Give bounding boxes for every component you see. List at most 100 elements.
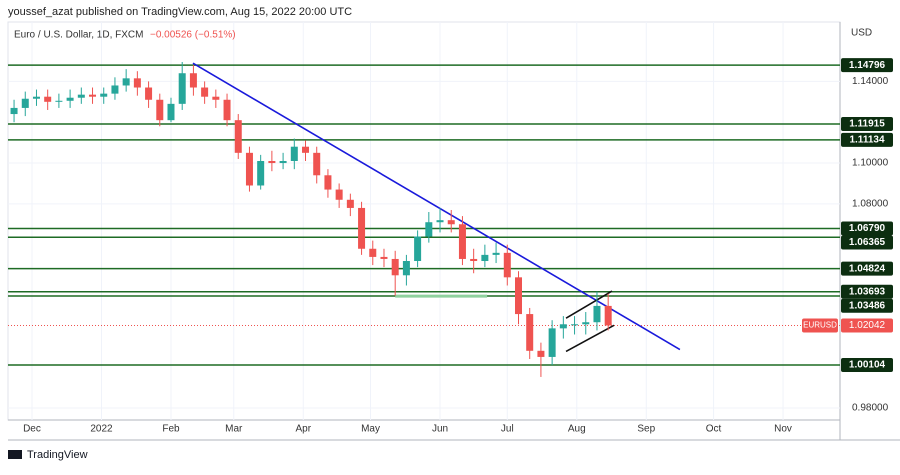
candle-body [189, 73, 197, 88]
candle-body [458, 224, 466, 259]
x-tick-label: Oct [706, 424, 722, 435]
candle-body [122, 78, 130, 86]
x-tick-label: Feb [162, 424, 180, 435]
x-tick-label: Sep [637, 424, 655, 435]
x-tick-label: Apr [295, 424, 311, 435]
candle-body [402, 261, 410, 276]
candle-body [89, 94, 97, 97]
y-tick-label: 0.98000 [852, 403, 889, 414]
last-price-name: EURUSD [803, 321, 837, 330]
publisher: youssef_azat published on TradingView.co… [8, 6, 352, 18]
plot-layer [8, 22, 840, 420]
candle-body [492, 252, 500, 255]
x-tick-label: Aug [568, 424, 586, 435]
candle-body [145, 87, 153, 100]
level-tag [841, 132, 893, 147]
candle-body [234, 120, 242, 153]
price-change: −0.00526 (−0.51%) [150, 30, 236, 41]
level-tag-label: 1.04824 [849, 263, 886, 274]
candle-body [537, 350, 545, 357]
level-tag-label: 1.06790 [849, 223, 886, 234]
x-tick-label: 2022 [90, 424, 113, 435]
level-tag [841, 221, 893, 236]
candle-body [503, 252, 511, 278]
candle-body [111, 85, 119, 94]
y-tick-label: 1.10000 [852, 158, 889, 169]
candle-body [358, 207, 366, 249]
y-tick-label: 1.08000 [852, 198, 889, 209]
candle-body [178, 73, 186, 104]
level-tag-label: 1.03693 [849, 286, 886, 297]
candle-body [470, 258, 478, 262]
candle-body [167, 103, 175, 121]
candle-body [44, 96, 52, 102]
candle-body [604, 305, 612, 326]
candle-body [436, 220, 444, 223]
level-tag [841, 116, 893, 131]
level-tag [841, 58, 893, 73]
candle-body [21, 98, 29, 108]
candle-body [313, 152, 321, 176]
candle-body [559, 324, 567, 329]
brand: TradingView [27, 449, 88, 461]
level-tag [841, 358, 893, 373]
candle-body [100, 93, 108, 97]
candle-body [346, 199, 354, 208]
candle-body [201, 87, 209, 97]
candle-body [391, 258, 399, 276]
candle-body [302, 146, 310, 153]
candle-body [156, 99, 164, 121]
candle-body [526, 314, 534, 351]
level-tag-label: 1.14796 [849, 60, 886, 71]
level-tag-label: 1.11134 [849, 135, 884, 146]
level-tag [841, 298, 893, 313]
candle-body [290, 146, 298, 161]
symbol-title: Euro / U.S. Dollar, 1D, FXCM [14, 30, 143, 41]
candle-body [481, 254, 489, 262]
candle-body [335, 189, 343, 200]
candle-body [571, 324, 579, 326]
logo-mark [8, 450, 22, 459]
candle-body [548, 328, 556, 357]
candle-body [582, 322, 590, 325]
candle-body [223, 99, 231, 121]
candle-body [324, 175, 332, 190]
candle-body [447, 220, 455, 225]
level-tag-label: 1.06365 [849, 237, 886, 248]
level-tag-label: 1.11915 [849, 119, 885, 130]
candle-body [279, 160, 287, 164]
candle-body [133, 78, 141, 88]
level-tag-label: 1.00104 [849, 360, 886, 371]
x-tick-label: Jul [501, 424, 514, 435]
brand-logo: TradingView [8, 449, 88, 461]
level-tag [841, 235, 893, 250]
last-price-name-tag [802, 318, 838, 333]
trendline [192, 62, 681, 351]
candle-body [66, 97, 74, 101]
x-tick-label: Mar [225, 424, 243, 435]
y-tick-label: 1.14000 [852, 76, 889, 87]
candle-body [369, 248, 377, 257]
level-tag [841, 261, 893, 276]
x-tick-label: Nov [774, 424, 792, 435]
candle-body [55, 100, 63, 102]
candle-body [10, 107, 18, 115]
candle-body [245, 152, 253, 186]
last-price-tag [841, 318, 893, 333]
last-price-label: 1.02042 [849, 320, 886, 331]
candle-body [514, 277, 522, 315]
candle-body [425, 222, 433, 237]
candle-body [380, 256, 388, 259]
x-tick-label: May [361, 424, 380, 435]
trendline [565, 324, 615, 353]
candle-body [268, 160, 276, 164]
candle-body [257, 160, 265, 186]
level-tag-label: 1.03486 [849, 300, 886, 311]
x-tick-label: Jun [432, 424, 448, 435]
candle-body [593, 305, 601, 323]
x-tick-label: Dec [23, 424, 41, 435]
candle-body [212, 96, 220, 100]
